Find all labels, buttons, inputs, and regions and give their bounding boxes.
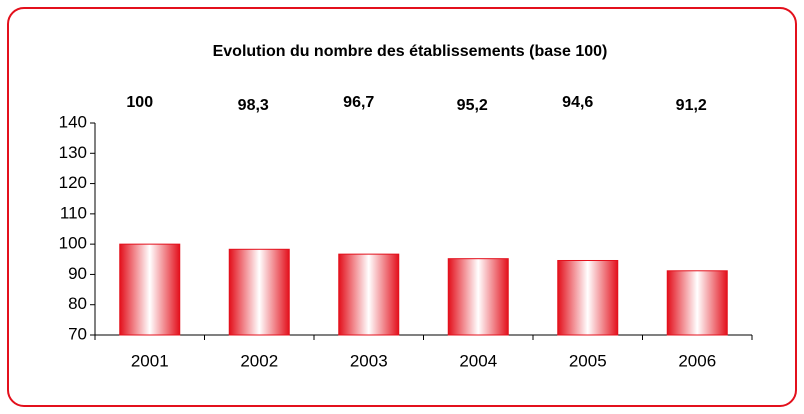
frame: [7, 7, 797, 407]
x-tick-label: 2004: [459, 351, 497, 370]
x-tick-label: 2005: [569, 351, 607, 370]
y-tick-label: 90: [68, 264, 87, 283]
bar: [338, 253, 400, 336]
value-label: 91,2: [676, 97, 707, 114]
x-tick-label: 2006: [678, 351, 716, 370]
value-label: 96,7: [343, 94, 374, 111]
x-tick-label: 2003: [350, 351, 388, 370]
y-tick-label: 110: [60, 203, 87, 222]
y-tick-label: 120: [59, 173, 87, 192]
value-label: 95,2: [457, 97, 488, 114]
y-tick-label: 130: [59, 143, 87, 162]
bar: [228, 248, 290, 336]
y-tick-label: 80: [68, 294, 87, 313]
x-tick-label: 2002: [240, 351, 278, 370]
y-tick-label: 100: [59, 234, 87, 253]
value-label: 98,3: [238, 97, 269, 114]
chart-title: Evolution du nombre des établissements (…: [213, 43, 608, 60]
y-tick-label: 70: [68, 324, 87, 343]
bar: [119, 243, 181, 336]
value-label: 94,6: [562, 94, 593, 111]
y-tick-label: 140: [59, 112, 87, 131]
bar: [666, 270, 728, 336]
bar: [557, 259, 619, 336]
x-tick-label: 2001: [131, 351, 169, 370]
value-label: 100: [126, 94, 153, 111]
bar: [447, 258, 509, 336]
